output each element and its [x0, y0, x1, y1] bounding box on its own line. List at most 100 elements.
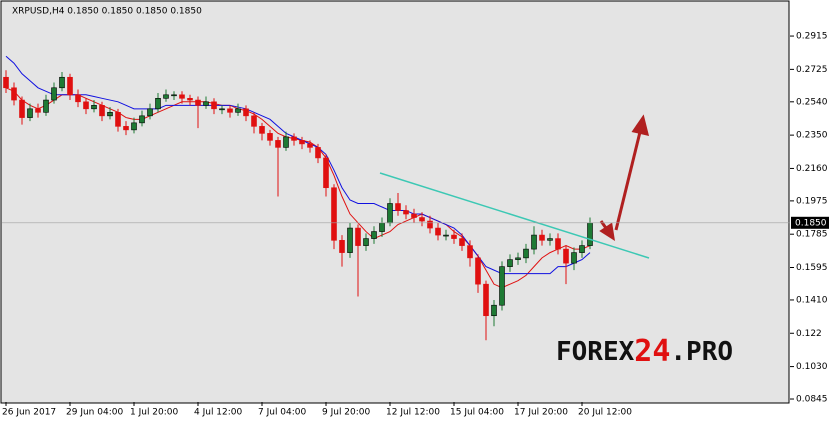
- candle-body: [467, 245, 473, 259]
- x-tick-label: 7 Jul 04:00: [258, 408, 307, 418]
- candle-body: [411, 213, 417, 218]
- candle-body: [251, 115, 257, 127]
- watermark-part: FOREX: [556, 337, 635, 367]
- candle-body: [147, 108, 153, 117]
- y-tick-label: 0.1595: [796, 263, 828, 273]
- candle-body: [227, 108, 233, 113]
- arrow-head: [599, 222, 615, 242]
- candle-body: [387, 203, 393, 224]
- candle-body: [115, 112, 121, 127]
- symbol-header: XRPUSD,H4 0.1850 0.1850 0.1850 0.1850: [12, 7, 202, 17]
- x-tick-label: 9 Jul 20:00: [322, 408, 371, 418]
- candle-body: [219, 108, 225, 111]
- x-tick-label: 20 Jul 12:00: [578, 408, 632, 418]
- candle-body: [491, 304, 497, 317]
- candle-body: [291, 136, 297, 141]
- candle-body: [371, 231, 377, 239]
- x-tick-label: 15 Jul 04:00: [450, 408, 504, 418]
- candle-body: [363, 238, 369, 246]
- candle-body: [315, 147, 321, 159]
- candle-body: [123, 126, 129, 131]
- x-tick-label: 12 Jul 12:00: [386, 408, 440, 418]
- x-tick-label: 4 Jul 12:00: [194, 408, 243, 418]
- current-price-label: 0.1850: [795, 218, 827, 228]
- arrow-up: [614, 131, 642, 231]
- current-price-box: [791, 216, 829, 229]
- candle-body: [107, 112, 113, 117]
- candle-body: [355, 227, 361, 246]
- candle-body: [451, 234, 457, 239]
- candle-body: [531, 234, 537, 250]
- watermark: FOREX24.PRO: [556, 334, 733, 369]
- candle-body: [499, 266, 505, 306]
- candle-body: [11, 87, 17, 101]
- x-tick-label: 17 Jul 20:00: [514, 408, 568, 418]
- candle-body: [403, 210, 409, 215]
- candle-body: [459, 238, 465, 246]
- y-tick-label: 0.2725: [796, 65, 828, 75]
- candle-body: [523, 248, 529, 259]
- candle-body: [195, 99, 201, 106]
- candle-body: [83, 101, 89, 110]
- candle-body: [427, 220, 433, 229]
- y-tick-label: 0.122: [796, 329, 822, 339]
- candle-body: [339, 240, 345, 253]
- x-tick-label: 29 Jun 04:00: [66, 408, 123, 418]
- watermark-part: 24: [634, 334, 670, 369]
- candle-body: [75, 94, 81, 103]
- candle-body: [547, 238, 553, 241]
- candle-body: [3, 76, 9, 89]
- candle-body: [259, 126, 265, 134]
- arrow-head: [631, 114, 650, 137]
- candle-body: [51, 87, 57, 101]
- candle-body: [27, 108, 33, 118]
- candle-body: [475, 257, 481, 285]
- candle-body: [99, 105, 105, 117]
- candle-body: [35, 108, 41, 113]
- candle-body: [515, 257, 521, 260]
- candle-body: [347, 227, 353, 253]
- candle-body: [507, 259, 513, 267]
- y-tick-label: 0.1785: [796, 230, 828, 240]
- candle-body: [171, 94, 177, 97]
- plot-area: [0, 0, 790, 404]
- candle-body: [435, 227, 441, 236]
- candle-body: [19, 99, 25, 118]
- candle-body: [579, 245, 585, 253]
- x-tick-label: 1 Jul 20:00: [130, 408, 179, 418]
- candle-body: [555, 238, 561, 250]
- candle-body: [91, 105, 97, 110]
- candle-body: [163, 94, 169, 99]
- y-tick-label: 0.0845: [796, 395, 828, 405]
- candle-body: [139, 115, 145, 124]
- y-tick-label: 0.2350: [796, 131, 828, 141]
- y-tick-label: 0.2915: [796, 32, 828, 42]
- candle-body: [187, 98, 193, 101]
- plot: [3, 55, 593, 341]
- candle-body: [155, 98, 161, 110]
- candle-body: [67, 76, 73, 96]
- y-tick-label: 0.1410: [796, 295, 828, 305]
- candle-body: [275, 140, 281, 148]
- candle-body: [419, 217, 425, 222]
- candle-body: [571, 252, 577, 264]
- candle-body: [235, 108, 241, 113]
- indicator-line: [5, 55, 591, 275]
- arrows: [599, 114, 650, 242]
- candle-body: [539, 234, 545, 241]
- watermark-part: .PRO: [670, 337, 733, 367]
- candle-body: [379, 222, 385, 232]
- x-tick-label: 26 Jun 2017: [2, 408, 56, 418]
- candle-body: [179, 94, 185, 99]
- candle-body: [203, 101, 209, 106]
- candle-body: [131, 122, 137, 131]
- candle-body: [323, 157, 329, 189]
- y-tick-label: 0.1030: [796, 362, 828, 372]
- trend-line: [379, 172, 650, 259]
- candle-body: [283, 136, 289, 148]
- candle-body: [43, 99, 49, 113]
- y-tick-label: 0.1975: [796, 196, 828, 206]
- candle-body: [299, 140, 305, 145]
- candle-body: [331, 187, 337, 241]
